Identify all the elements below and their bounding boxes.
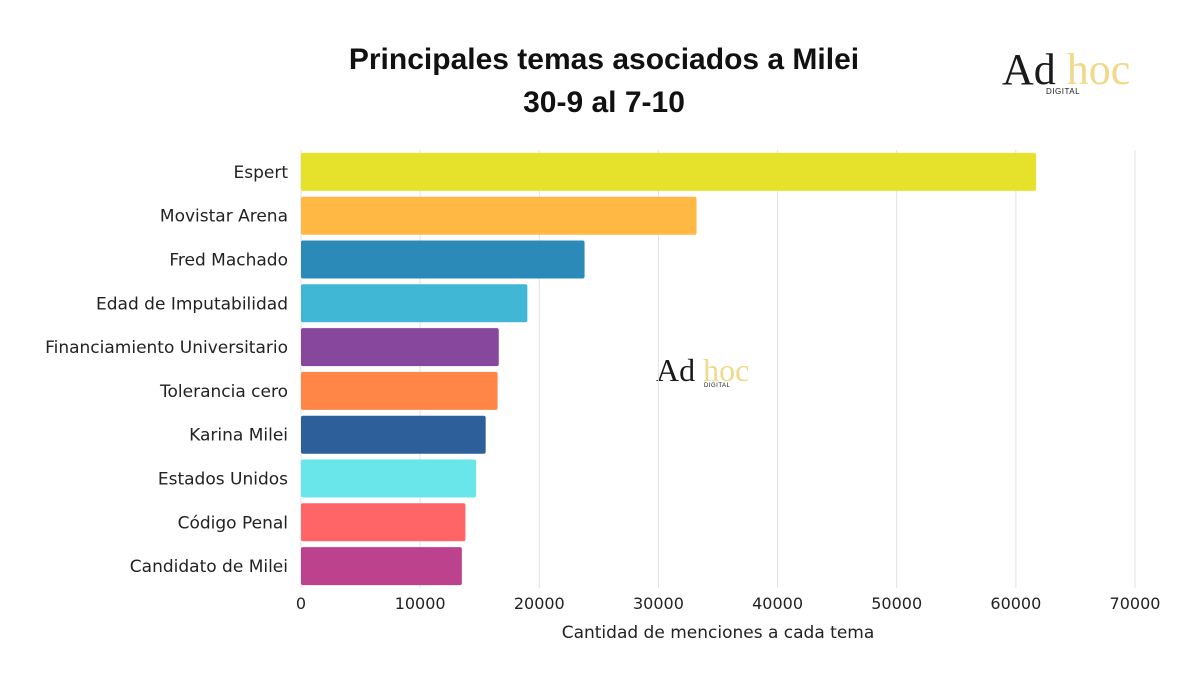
category-label-3: Edad de Imputabilidad (96, 294, 288, 314)
logo-ad-text: Ad (1002, 45, 1056, 94)
watermark-ad-text: Ad (656, 352, 696, 388)
x-tick-label-30000: 30000 (633, 594, 684, 613)
category-label-6: Karina Milei (189, 426, 288, 446)
logo-digital-text: DIGITAL (1046, 87, 1081, 96)
bar-9 (301, 547, 462, 586)
bar-1 (301, 196, 697, 235)
x-tick-label-70000: 70000 (1110, 594, 1161, 613)
bar-6 (301, 415, 486, 454)
x-tick-label-50000: 50000 (871, 594, 922, 613)
category-label-0: Espert (233, 163, 288, 183)
chart-title: Principales temas asociados a Milei 30-9… (0, 38, 1200, 124)
x-tick-labels: 0 10000 20000 30000 40000 50000 60000 70000 (296, 594, 1161, 613)
chart-title-line-1: Principales temas asociados a Milei (348, 43, 860, 76)
bar-2 (301, 240, 585, 279)
watermark-hoc-text: hoc (703, 352, 750, 388)
category-label-7: Estados Unidos (158, 470, 288, 490)
x-tick-label-10000: 10000 (395, 594, 446, 613)
category-label-4: Financiamiento Universitario (45, 338, 288, 358)
bar-3 (301, 284, 528, 323)
bar-4 (301, 328, 499, 367)
bar-7 (301, 459, 477, 498)
chart-title-line-2: 30-9 al 7-10 (523, 86, 685, 119)
x-tick-label-40000: 40000 (752, 594, 803, 613)
category-label-5: Tolerancia cero (159, 382, 288, 402)
watermark-digital-text: DIGITAL (704, 383, 731, 389)
category-label-9: Candidato de Milei (130, 557, 288, 577)
adhoc-watermark: Ad hoc DIGITAL (656, 352, 750, 389)
bars (301, 152, 1037, 586)
category-label-2: Fred Machado (169, 251, 288, 271)
logo-hoc-text: hoc (1066, 45, 1131, 94)
category-label-1: Movistar Arena (160, 207, 288, 227)
x-tick-label-60000: 60000 (990, 594, 1041, 613)
bar-5 (301, 371, 498, 410)
bar-8 (301, 503, 466, 542)
adhoc-logo: Ad hoc DIGITAL (1002, 45, 1131, 96)
category-labels: Espert Movistar Arena Fred Machado Edad de … (45, 163, 288, 577)
x-axis-title: Cantidad de menciones a cada tema (562, 623, 875, 643)
category-label-8: Código Penal (178, 513, 288, 533)
x-tick-label-0: 0 (296, 594, 306, 613)
bar-0 (301, 152, 1037, 191)
x-tick-label-20000: 20000 (514, 594, 565, 613)
